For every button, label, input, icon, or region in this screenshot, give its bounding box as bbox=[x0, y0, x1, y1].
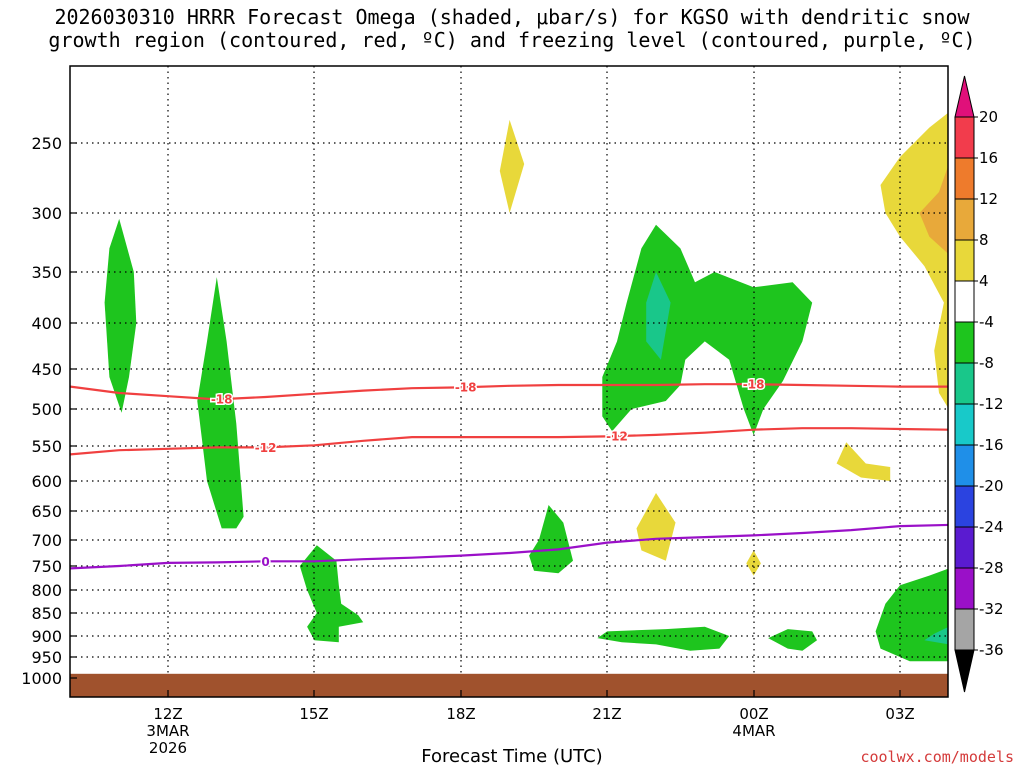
colorbar-bottom-arrow bbox=[954, 649, 975, 693]
dgz-0-contour-label: -18 bbox=[211, 393, 233, 407]
omega-region-3 bbox=[529, 505, 573, 574]
omega-region-6 bbox=[597, 626, 730, 651]
omega-region-4 bbox=[602, 224, 813, 435]
y-tick-label-750: 750 bbox=[31, 557, 62, 576]
omega-region-0 bbox=[104, 218, 137, 413]
x-tick-label-18: 18Z bbox=[446, 705, 475, 723]
omega-region-5 bbox=[646, 272, 671, 360]
x-tick-label-12: 12Z bbox=[153, 705, 182, 723]
colorbar-swatch-9 bbox=[954, 485, 975, 528]
x-tick-sublabel-12: 3MAR bbox=[146, 722, 189, 740]
terrain bbox=[70, 673, 948, 697]
freezing-level-contour-line bbox=[70, 523, 948, 570]
x-tick-label-21: 21Z bbox=[592, 705, 621, 723]
y-tick-label-650: 650 bbox=[31, 502, 62, 521]
colorbar-label-6: -8 bbox=[979, 354, 994, 372]
terrain-fill bbox=[70, 673, 948, 697]
colorbar-swatch-7 bbox=[954, 403, 975, 446]
omega-shading bbox=[104, 112, 948, 662]
colorbar-swatch-12 bbox=[954, 608, 975, 651]
omega-region-9 bbox=[924, 627, 948, 645]
y-tick-label-250: 250 bbox=[31, 134, 62, 153]
omega-region-14 bbox=[880, 112, 948, 408]
y-tick-label-350: 350 bbox=[31, 263, 62, 282]
y-axis: 250 300 350 400 450 500 550 600 650 700 750 800 850 9… bbox=[21, 134, 77, 688]
colorbar-label-4: 4 bbox=[979, 272, 989, 290]
plot-frame bbox=[69, 65, 949, 698]
chart-title-line2: growth region (contoured, red, ºC) and f… bbox=[48, 28, 976, 52]
dgz-1-contour-label: -12 bbox=[606, 430, 628, 444]
y-tick-label-850: 850 bbox=[31, 604, 62, 623]
omega-region-13 bbox=[836, 442, 891, 481]
colorbar-swatch-6 bbox=[954, 362, 975, 405]
colorbar-swatch-1 bbox=[954, 157, 975, 200]
omega-region-11 bbox=[636, 493, 676, 561]
y-tick-label-900: 900 bbox=[31, 627, 62, 646]
y-tick-label-450: 450 bbox=[31, 360, 62, 379]
y-tick-label-600: 600 bbox=[31, 472, 62, 491]
omega-region-7 bbox=[768, 629, 817, 651]
colorbar-label-0: 20 bbox=[979, 108, 998, 126]
colorbar-swatch-10 bbox=[954, 526, 975, 569]
y-tick-label-950: 950 bbox=[31, 648, 62, 667]
colorbar-label-8: -16 bbox=[979, 436, 1004, 454]
colorbar-label-13: -36 bbox=[979, 641, 1004, 659]
colorbar-swatch-11 bbox=[954, 567, 975, 610]
y-tick-label-1000: 1000 bbox=[21, 669, 62, 688]
x-tick-label-27: 03Z bbox=[885, 705, 914, 723]
colorbar-label-3: 8 bbox=[979, 231, 989, 249]
dgz-1-contour-label: -12 bbox=[255, 441, 277, 455]
omega-region-10 bbox=[499, 119, 525, 213]
omega-region-12 bbox=[746, 550, 761, 576]
x-tick-label-15: 15Z bbox=[299, 705, 328, 723]
y-tick-label-300: 300 bbox=[31, 204, 62, 223]
y-tick-label-550: 550 bbox=[31, 437, 62, 456]
dgz-0-contour-label: -18 bbox=[743, 378, 765, 392]
colorbar: 20 16 12 8 4 -4 -8 -12 -16 -20 -24 -28 -32 -36 bbox=[954, 75, 1004, 693]
colorbar-swatch-0 bbox=[954, 116, 975, 159]
y-tick-label-500: 500 bbox=[31, 400, 62, 419]
colorbar-label-7: -12 bbox=[979, 395, 1004, 413]
omega-region-15 bbox=[919, 166, 948, 254]
colorbar-swatch-3 bbox=[954, 239, 975, 282]
colorbar-swatch-8 bbox=[954, 444, 975, 487]
grid-lines bbox=[70, 66, 948, 697]
dgz-0-contour-line bbox=[70, 383, 948, 401]
x-tick-sublabel2-12: 2026 bbox=[149, 739, 187, 757]
y-tick-label-400: 400 bbox=[31, 314, 62, 333]
colorbar-label-10: -24 bbox=[979, 518, 1004, 536]
x-tick-sublabel-24: 4MAR bbox=[732, 722, 775, 740]
chart-title-line1: 2026030310 HRRR Forecast Omega (shaded, … bbox=[54, 5, 970, 29]
colorbar-swatch-5 bbox=[954, 321, 975, 364]
x-tick-label-24: 00Z bbox=[739, 705, 768, 723]
contours: -18 -18 -18 -12 -12 0 bbox=[70, 376, 948, 570]
omega-region-2 bbox=[299, 545, 364, 643]
dgz-1-contour-line bbox=[70, 427, 948, 456]
omega-region-1 bbox=[197, 277, 244, 529]
colorbar-label-11: -28 bbox=[979, 559, 1004, 577]
colorbar-label-5: -4 bbox=[979, 313, 994, 331]
dgz-0-contour-label: -18 bbox=[455, 381, 477, 395]
y-tick-label-700: 700 bbox=[31, 531, 62, 550]
freezing-level-contour-label: 0 bbox=[261, 555, 269, 569]
colorbar-swatch-2 bbox=[954, 198, 975, 241]
omega-region-8 bbox=[875, 568, 948, 662]
colorbar-top-arrow bbox=[954, 75, 975, 118]
colorbar-swatch-4 bbox=[954, 280, 975, 323]
y-tick-label-800: 800 bbox=[31, 581, 62, 600]
colorbar-label-2: 12 bbox=[979, 190, 998, 208]
source-credit[interactable]: coolwx.com/models bbox=[860, 748, 1014, 766]
chart-title: 2026030310 HRRR Forecast Omega (shaded, … bbox=[0, 6, 1024, 52]
x-axis-title: Forecast Time (UTC) bbox=[421, 746, 603, 767]
colorbar-label-9: -20 bbox=[979, 477, 1004, 495]
colorbar-label-12: -32 bbox=[979, 600, 1004, 618]
colorbar-label-1: 16 bbox=[979, 149, 998, 167]
